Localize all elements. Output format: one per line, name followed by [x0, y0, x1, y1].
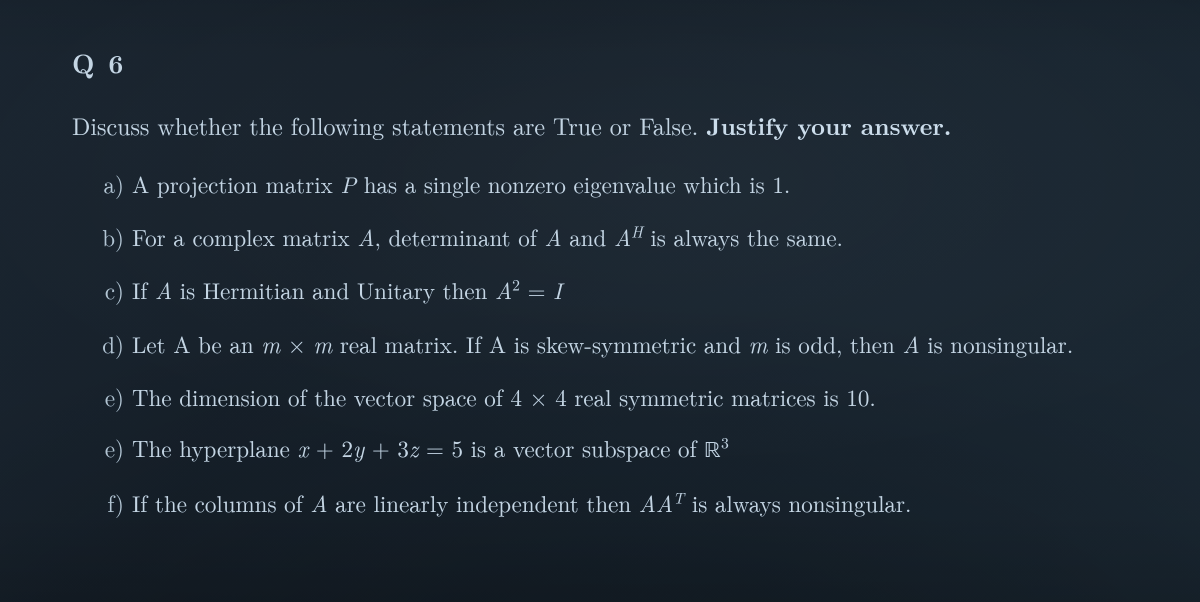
- item-text: Let A be an m × m real matrix. If A is s…: [132, 327, 1073, 360]
- item-text: The hyperplane x + 2y + 3z = 5 is a vect…: [132, 431, 729, 464]
- list-item: f) If the columns of A are linearly inde…: [96, 487, 1160, 518]
- item-text: A projection matrix P has a single nonze…: [132, 167, 790, 200]
- item-marker: a): [96, 168, 124, 199]
- item-text: For a complex matrix A, determinant of A…: [132, 220, 843, 253]
- statements-list: a) A projection matrix P has a single no…: [96, 168, 1160, 517]
- question-prompt: Discuss whether the following statements…: [72, 109, 1160, 142]
- item-marker: f): [96, 487, 124, 518]
- item-marker: c): [96, 274, 124, 305]
- question-sheet: Q 6 Discuss whether the following statem…: [72, 44, 1160, 540]
- item-marker: e): [96, 381, 124, 412]
- list-item: e) The hyperplane x + 2y + 3z = 5 is a v…: [96, 432, 1160, 467]
- list-item: a) A projection matrix P has a single no…: [96, 168, 1160, 199]
- list-item: b) For a complex matrix A, determinant o…: [96, 221, 1160, 252]
- item-marker: e): [96, 432, 124, 463]
- item-marker: d): [96, 328, 124, 359]
- item-text: If A is Hermitian and Unitary then A2 = …: [132, 273, 562, 306]
- item-text: The dimension of the vector space of 4 ×…: [132, 380, 876, 413]
- prompt-text: Discuss whether the following statements…: [72, 108, 706, 142]
- item-text: If the columns of A are linearly indepen…: [132, 486, 911, 519]
- list-item: d) Let A be an m × m real matrix. If A i…: [96, 328, 1160, 359]
- list-item: e) The dimension of the vector space of …: [96, 381, 1160, 412]
- item-marker: b): [96, 221, 124, 252]
- list-item: c) If A is Hermitian and Unitary then A2…: [96, 274, 1160, 305]
- question-number: Q 6: [72, 44, 1160, 81]
- prompt-bold: Justify your answer.: [706, 109, 951, 143]
